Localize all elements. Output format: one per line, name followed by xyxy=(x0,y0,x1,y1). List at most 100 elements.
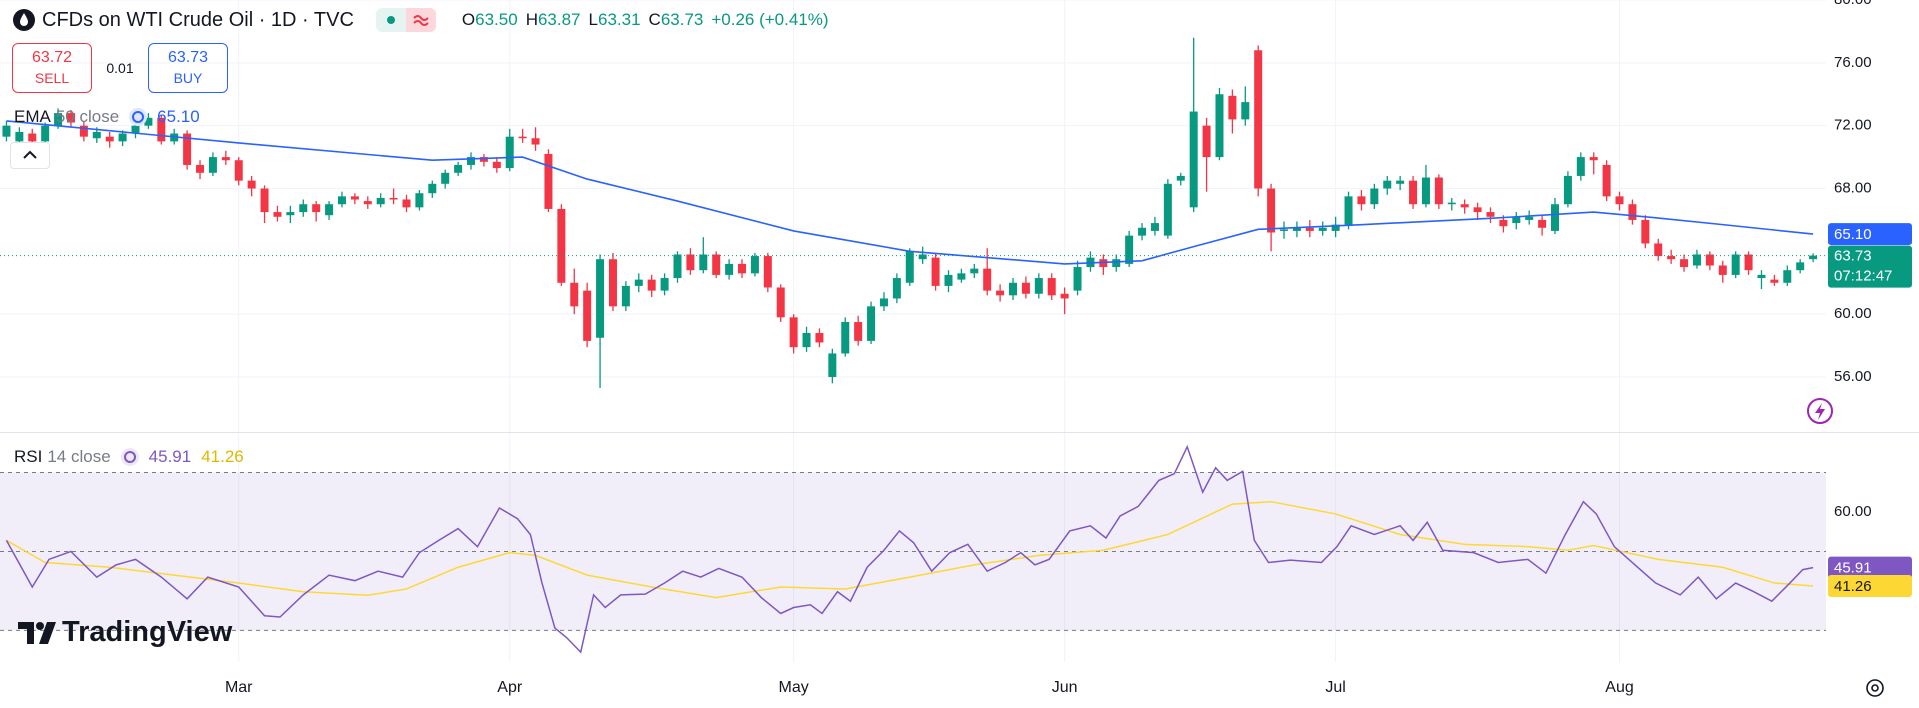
quote-value: 63.73 xyxy=(660,10,704,29)
candle-body xyxy=(1667,256,1676,260)
candle-body xyxy=(1396,180,1405,184)
candle-body xyxy=(1254,50,1263,189)
delay-icon xyxy=(405,8,436,32)
y-tick-label: 72.00 xyxy=(1834,117,1872,134)
candle-body xyxy=(867,306,876,341)
candle-body xyxy=(1241,102,1250,120)
candle-body xyxy=(454,164,463,173)
candle-body xyxy=(1589,157,1598,161)
watermark-logo xyxy=(18,621,56,644)
candle-body xyxy=(750,256,759,274)
candle-body xyxy=(1563,175,1572,205)
candle-body xyxy=(1654,243,1663,257)
x-tick-label: Mar xyxy=(225,679,253,696)
settings-icon[interactable] xyxy=(1866,679,1884,697)
candle-body xyxy=(350,196,359,200)
watermark: TradingView xyxy=(18,616,232,649)
candle-body xyxy=(518,136,527,139)
status-pill[interactable] xyxy=(375,8,436,32)
candle-body xyxy=(183,133,192,165)
candle-body xyxy=(389,197,398,200)
candle-body xyxy=(234,160,243,181)
quote-key: O xyxy=(461,10,476,29)
quote-value: 63.50 xyxy=(475,10,518,29)
candle-body xyxy=(118,133,127,142)
candle-body xyxy=(260,188,269,213)
candle-body xyxy=(763,256,772,288)
collapse-button[interactable] xyxy=(10,142,50,169)
candle-body xyxy=(1047,278,1056,296)
candle-body xyxy=(1267,188,1276,233)
trade-panel: 63.72 SELL 0.01 63.73 BUY xyxy=(12,43,228,93)
candle-body xyxy=(299,204,308,213)
lightning-button[interactable] xyxy=(1807,398,1833,424)
candle-body xyxy=(247,180,256,189)
candle-body xyxy=(144,117,153,126)
candle-body xyxy=(802,333,811,348)
candle-body xyxy=(1357,196,1366,205)
candle-body xyxy=(505,136,514,169)
sell-price: 63.72 xyxy=(31,49,73,66)
candle-body xyxy=(1305,227,1314,231)
candle-body xyxy=(931,257,940,286)
candle-body xyxy=(944,274,953,286)
grid xyxy=(0,0,1826,662)
ohlc-quote: O 63.50 H 63.87 L 63.31 C 63.73 +0.26 (+0.41… xyxy=(462,10,837,30)
candle-body xyxy=(325,204,334,216)
candle-body xyxy=(686,254,695,271)
candle-body xyxy=(1138,227,1147,236)
candle-body xyxy=(879,298,888,307)
candle-body xyxy=(402,199,411,208)
indicator-icon[interactable] xyxy=(127,106,149,128)
sell-button[interactable]: 63.72 SELL xyxy=(12,43,92,93)
candle-body xyxy=(570,282,579,307)
candle-body xyxy=(1150,223,1159,231)
candle-body xyxy=(647,279,656,291)
candle-body xyxy=(1112,259,1121,268)
candle-body xyxy=(15,131,24,142)
quote-change: +0.26 (+0.41%) xyxy=(711,10,829,29)
candle-body xyxy=(286,212,295,216)
candle-body xyxy=(492,161,501,169)
candle-body xyxy=(1383,180,1392,189)
candle-body xyxy=(1292,227,1301,231)
candle-body xyxy=(66,113,75,123)
candle-body xyxy=(273,212,282,217)
rsi-legend: RSI 14 close 45.91 41.26 xyxy=(14,446,244,468)
candle-body xyxy=(557,208,566,283)
candle-body xyxy=(1718,265,1727,275)
candle-body xyxy=(131,125,140,134)
candle-body xyxy=(1344,196,1353,225)
candle-body xyxy=(983,268,992,291)
candle-body xyxy=(918,254,927,260)
candle-body xyxy=(441,172,450,184)
candle-body xyxy=(1499,219,1508,227)
buy-label: BUY xyxy=(173,70,203,86)
candle-body xyxy=(1318,227,1327,231)
rsi-value: 45.91 xyxy=(148,447,192,466)
candle-body xyxy=(1370,188,1379,205)
candle-body xyxy=(892,278,901,299)
watermark-text: TradingView xyxy=(62,616,233,648)
candle-body xyxy=(105,136,114,142)
y-tick-label: 60.00 xyxy=(1834,305,1872,322)
candle-body xyxy=(1163,183,1172,236)
candle-body xyxy=(621,285,630,307)
candle-body xyxy=(1447,202,1456,205)
candle-body xyxy=(415,193,424,208)
candle-body xyxy=(544,153,553,209)
indicator-icon[interactable] xyxy=(119,446,141,468)
candle-body xyxy=(312,204,321,213)
candle-body xyxy=(1215,94,1224,158)
candle-body xyxy=(531,138,540,145)
candle-body xyxy=(660,278,669,291)
rsi-axis-label: 45.91 xyxy=(1834,560,1872,577)
candle-body xyxy=(467,157,476,165)
candle-body xyxy=(28,133,37,142)
ema-axis-label-bg xyxy=(1828,223,1912,246)
buy-button[interactable]: 63.73 BUY xyxy=(148,43,228,93)
candle-body xyxy=(725,263,734,275)
candle-body xyxy=(1538,219,1547,228)
ema-legend: EMA 50 close 65.10 xyxy=(14,106,200,128)
